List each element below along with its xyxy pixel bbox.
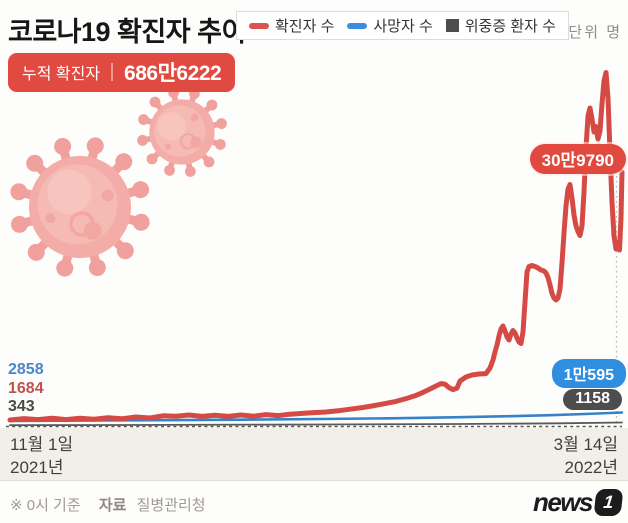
legend: 확진자 수 사망자 수 위중증 환자 수	[236, 11, 569, 40]
virus-illustration-small	[126, 76, 238, 188]
virus-illustration-large	[0, 118, 169, 296]
source-name: 질병관리청	[136, 497, 206, 514]
confirmed-cases-line	[7, 70, 625, 423]
cumulative-value: 686만6222	[124, 62, 222, 85]
end-badge-confirmed: 30만9790	[529, 144, 626, 174]
start-value-deaths: 2858	[8, 361, 44, 378]
start-value-labels: 2858 1684 343	[8, 361, 44, 417]
confirmed-swatch-icon	[249, 22, 269, 29]
deaths-swatch-icon	[347, 22, 368, 29]
start-date-year: 2021년	[10, 458, 64, 477]
end-badge-deaths: 1만595	[551, 359, 626, 388]
unit-label: 단위 명	[568, 24, 622, 41]
news1-logo: news 1	[532, 487, 624, 518]
critical-patients-line	[9, 421, 623, 427]
end-date-month: 3월 14일	[553, 435, 618, 454]
cumulative-label: 누적 확진자	[22, 66, 101, 83]
basis-note: ※ 0시 기준	[10, 497, 81, 514]
axis-start-date: 11월 1일 2021년	[10, 433, 73, 480]
end-date-year: 2022년	[564, 458, 618, 477]
axis-end-date: 3월 14일 2022년	[554, 433, 618, 480]
end-badge-critical: 1158	[563, 389, 622, 410]
legend-item-confirmed: 확진자 수	[249, 15, 334, 36]
logo-text: news	[532, 487, 594, 517]
source-note: ※ 0시 기준 자료 질병관리청	[10, 494, 206, 515]
x-axis-date-strip: 11월 1일 2021년 3월 14일 2022년	[0, 428, 628, 481]
start-value-confirmed: 1684	[8, 379, 44, 397]
legend-label: 확진자 수	[275, 18, 335, 35]
deaths-line	[8, 411, 624, 423]
source-label: 자료	[98, 497, 127, 514]
legend-label: 위중증 환자 수	[464, 18, 556, 35]
start-date-month: 11월 1일	[10, 435, 74, 454]
critical-swatch-icon	[445, 19, 459, 32]
badge-divider	[111, 63, 114, 81]
legend-label: 사망자 수	[373, 18, 433, 35]
logo-number-icon: 1	[593, 489, 624, 516]
cumulative-confirmed-badge: 누적 확진자 686만6222	[8, 53, 236, 92]
start-value-critical: 343	[8, 398, 35, 415]
footer: ※ 0시 기준 자료 질병관리청 news 1	[0, 481, 628, 523]
page-title: 코로나19 확진자 추이	[8, 17, 246, 47]
legend-item-critical: 위중증 환자 수	[445, 15, 556, 36]
legend-item-deaths: 사망자 수	[347, 15, 433, 36]
